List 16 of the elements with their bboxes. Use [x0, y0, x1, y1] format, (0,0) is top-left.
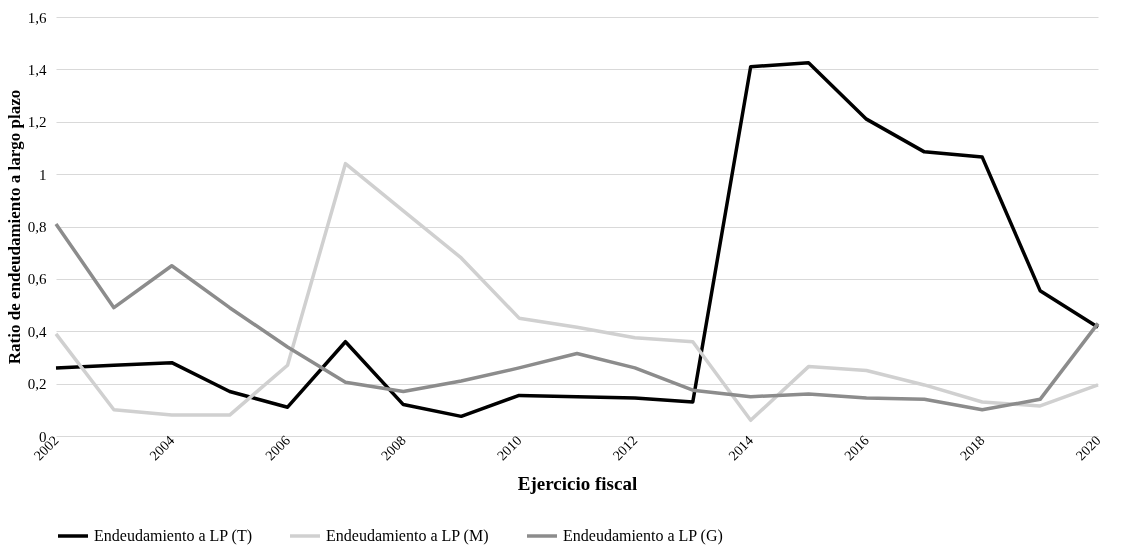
y-tick-label: 1,4	[27, 61, 47, 78]
x-axis-title: Ejercicio fiscal	[517, 473, 638, 495]
line-series	[54, 222, 1100, 412]
y-tick-label: 1	[39, 166, 47, 183]
y-tick-label: 0,4	[27, 323, 47, 340]
legend-label: Endeudamiento a LP (G)	[563, 527, 723, 545]
line-series	[54, 161, 1100, 423]
legend-label: Endeudamiento a LP (M)	[326, 527, 489, 545]
y-tick-label: 0,6	[27, 271, 47, 288]
line-series	[54, 61, 1100, 419]
y-axis-title: Ratio de endeudamiento a largo plazo	[4, 89, 24, 365]
y-tick-label: 1,2	[27, 114, 47, 131]
y-tick-label: 1,6	[27, 9, 47, 26]
y-tick-label: 0,2	[27, 376, 47, 393]
y-tick-label: 0,8	[27, 219, 47, 235]
legend-label: Endeudamiento a LP (T)	[94, 527, 253, 545]
